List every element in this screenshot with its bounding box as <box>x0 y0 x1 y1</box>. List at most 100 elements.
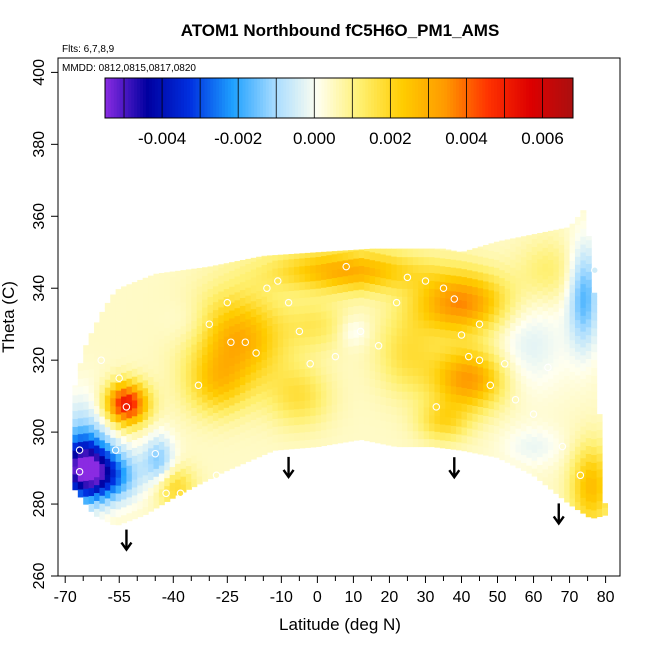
heatmap-cell <box>396 359 403 368</box>
heatmap-cell <box>88 440 95 449</box>
heatmap-cell <box>185 362 192 372</box>
heatmap-cell <box>423 319 430 329</box>
heatmap-cell <box>574 406 581 416</box>
heatmap-cell <box>580 267 587 277</box>
heatmap-cell <box>537 329 544 339</box>
heatmap-cell <box>320 382 327 391</box>
heatmap-cell <box>148 360 155 370</box>
heatmap-cell <box>564 367 571 376</box>
x-tick-label: -70 <box>54 589 77 606</box>
heatmap-cell <box>472 248 479 256</box>
heatmap-cell <box>423 248 430 250</box>
heatmap-cell <box>153 286 160 295</box>
heatmap-cell <box>558 339 565 348</box>
heatmap-cell <box>229 452 236 461</box>
colorbar-segment <box>134 78 138 118</box>
heatmap-cell <box>466 285 473 295</box>
heatmap-cell <box>131 486 138 496</box>
heatmap-cell <box>537 282 544 291</box>
heatmap-cell <box>250 300 257 310</box>
heatmap-cell <box>504 430 511 440</box>
heatmap-cell <box>256 377 263 387</box>
heatmap-cell <box>223 462 230 472</box>
heatmap-cell <box>148 368 155 378</box>
heatmap-cell <box>569 363 576 372</box>
heatmap-cell <box>369 354 376 364</box>
heatmap-cell <box>558 260 565 269</box>
heatmap-cell <box>472 342 479 351</box>
heatmap-cell <box>158 401 165 411</box>
colorbar-segment <box>265 78 270 118</box>
heatmap-cell <box>429 335 436 345</box>
heatmap-cell <box>574 390 581 400</box>
heatmap-cell <box>483 272 490 282</box>
heatmap-cell <box>580 402 587 411</box>
heatmap-cell <box>137 476 144 486</box>
heatmap-cell <box>218 338 225 347</box>
heatmap-cell <box>353 258 360 267</box>
heatmap-cell <box>499 364 506 374</box>
heatmap-cell <box>450 322 457 331</box>
colorbar-segment <box>333 78 337 118</box>
heatmap-cell <box>72 418 79 427</box>
colorbar-segment <box>131 78 135 118</box>
heatmap-cell <box>591 430 598 440</box>
heatmap-cell <box>445 249 452 252</box>
heatmap-cell <box>256 274 263 284</box>
colorbar-segment <box>379 78 384 118</box>
heatmap-cell <box>266 364 273 374</box>
heatmap-cell <box>504 303 511 313</box>
heatmap-cell <box>385 310 392 319</box>
heatmap-cell <box>310 367 317 377</box>
heatmap-cell <box>245 397 252 407</box>
heatmap-cell <box>585 397 592 407</box>
heatmap-cell <box>402 430 409 440</box>
heatmap-cell <box>574 311 581 321</box>
heatmap-cell <box>591 414 598 424</box>
heatmap-cell <box>483 399 490 409</box>
heatmap-cell <box>348 290 355 300</box>
heatmap-cell <box>223 367 230 377</box>
colorbar-segment <box>552 78 556 118</box>
colorbar-tick-label: -0.002 <box>214 129 262 148</box>
heatmap-cell <box>364 393 371 402</box>
heatmap-cell <box>542 452 549 462</box>
heatmap-cell <box>510 362 517 371</box>
heatmap-cell <box>196 475 203 485</box>
heatmap-cell <box>423 438 430 448</box>
heatmap-cell <box>326 254 333 264</box>
heatmap-cell <box>115 342 122 352</box>
heatmap-cell <box>256 314 263 323</box>
heatmap-cell <box>547 481 554 490</box>
heatmap-cell <box>396 406 403 416</box>
heatmap-cell <box>212 301 219 311</box>
heatmap-cell <box>137 421 144 431</box>
heatmap-cell <box>434 423 441 432</box>
heatmap-cell <box>558 275 565 285</box>
heatmap-cell <box>358 320 365 330</box>
heatmap-cell <box>331 427 338 437</box>
heatmap-cell <box>423 406 430 416</box>
heatmap-cell <box>283 441 290 450</box>
heatmap-cell <box>304 273 311 282</box>
heatmap-cell <box>277 259 284 269</box>
heatmap-cell <box>564 438 571 448</box>
heatmap-cell <box>288 329 295 339</box>
heatmap-cell <box>488 353 495 362</box>
heatmap-cell <box>88 432 95 441</box>
heatmap-cell <box>229 428 236 438</box>
heatmap-cell <box>520 351 527 361</box>
heatmap-cell <box>380 248 387 255</box>
heatmap-cell <box>499 332 506 342</box>
heatmap-cell <box>196 428 203 437</box>
heatmap-cell <box>164 445 171 455</box>
heatmap-cell <box>564 319 571 329</box>
heatmap-cell <box>483 257 490 266</box>
colorbar-segment <box>330 78 334 118</box>
sample-point <box>97 356 105 364</box>
heatmap-cell <box>472 270 479 280</box>
heatmap-cell <box>574 382 581 392</box>
heatmap-cell <box>439 408 446 417</box>
heatmap-cell <box>456 315 463 324</box>
heatmap-cell <box>148 376 155 386</box>
